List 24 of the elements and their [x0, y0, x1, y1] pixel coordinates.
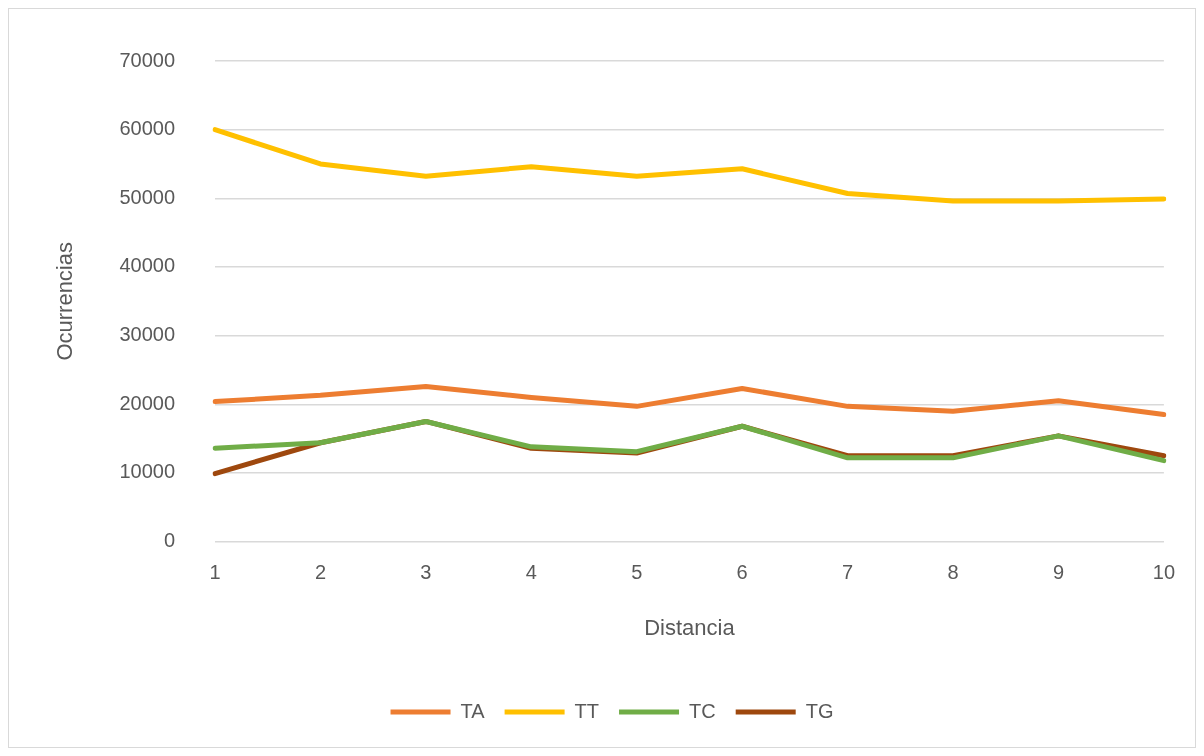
x-tick-label: 5: [631, 561, 643, 584]
x-tick-label: 2: [314, 561, 327, 584]
legend-label: TA: [460, 699, 486, 722]
legend-label: TT: [574, 699, 600, 722]
y-tick-label: 0: [163, 529, 176, 552]
y-tick-label: 10000: [119, 460, 176, 483]
x-tick-label: 9: [1052, 561, 1065, 584]
legend-label: TC: [689, 699, 716, 722]
y-tick-label: 40000: [119, 254, 176, 277]
y-tick-label: 70000: [119, 48, 176, 71]
x-tick-label: 10: [1152, 561, 1175, 584]
legend-label: TG: [805, 699, 834, 722]
x-tick-label: 6: [736, 561, 748, 584]
x-tick-label: 4: [525, 561, 537, 584]
x-axis-title: Distancia: [644, 614, 736, 640]
y-tick-label: 50000: [119, 185, 176, 208]
x-tick-label: 1: [209, 561, 221, 584]
y-tick-label: 20000: [119, 391, 176, 414]
y-tick-label: 30000: [119, 323, 176, 346]
y-tick-label: 60000: [119, 117, 176, 140]
x-tick-label: 8: [947, 561, 959, 584]
x-tick-label: 3: [420, 561, 432, 584]
y-axis-title: Ocurrencias: [52, 242, 78, 361]
x-tick-label: 7: [842, 561, 854, 584]
